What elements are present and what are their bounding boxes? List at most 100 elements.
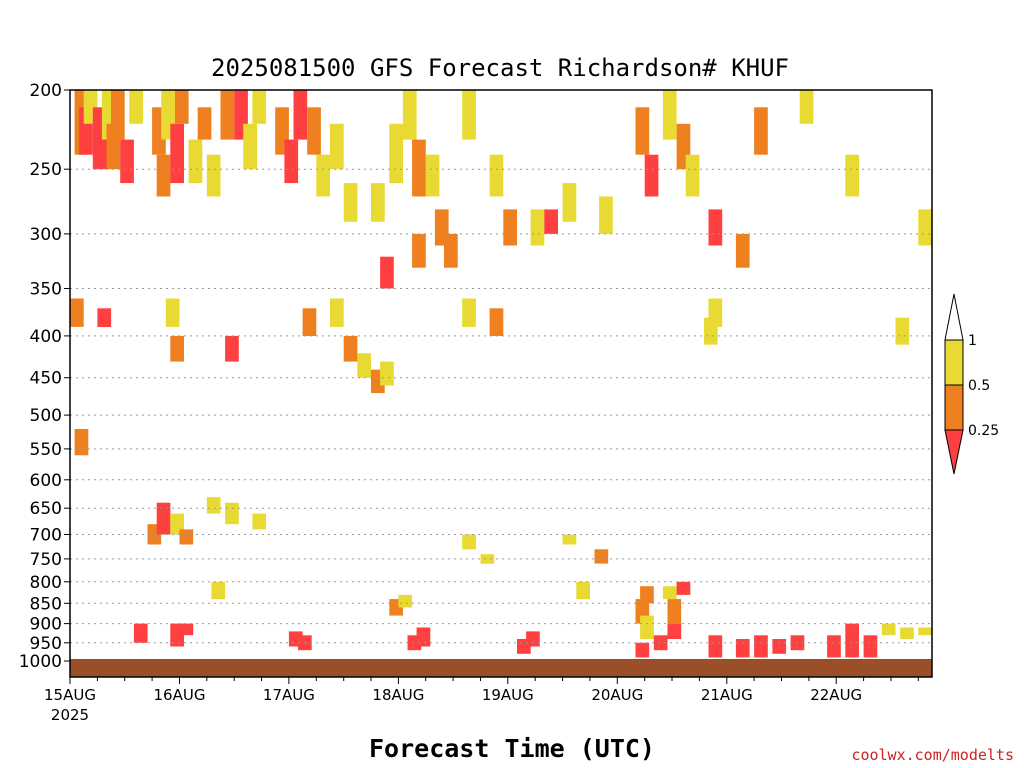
data-cell [594, 549, 609, 564]
data-cell [667, 599, 682, 624]
legend: 1 0.5 0.25 [944, 293, 999, 475]
data-cell [462, 298, 476, 327]
data-cell [735, 639, 750, 658]
data-cell [662, 90, 677, 140]
y-tick-label: 200 [30, 81, 62, 101]
data-cell [845, 623, 859, 658]
y-tick-label: 950 [30, 634, 62, 654]
legend-label-1: 1 [968, 333, 977, 349]
plot-cells [70, 90, 932, 658]
x-tick-label: 18AUG [372, 686, 424, 704]
data-cell [900, 627, 914, 639]
plot-frame [69, 89, 933, 678]
y-tick-label: 450 [30, 369, 62, 389]
data-cell [156, 502, 171, 535]
data-cell [220, 90, 235, 140]
data-cell [156, 154, 171, 197]
ground-band [70, 659, 932, 677]
data-cell [343, 335, 358, 362]
data-cell [188, 139, 203, 184]
data-cell [708, 635, 723, 658]
data-cell [462, 534, 476, 550]
data-cell [863, 635, 878, 658]
data-cell [293, 90, 308, 140]
x-tick-label: 22AUG [810, 686, 862, 704]
data-cell [530, 209, 545, 246]
data-cell [799, 90, 814, 124]
data-cell [170, 513, 184, 535]
legend-swatch-red [944, 429, 964, 475]
data-cell [562, 183, 577, 222]
legend-label-0-5: 0.5 [968, 378, 990, 394]
data-cell [416, 627, 431, 647]
data-cell [754, 635, 768, 658]
data-cell [74, 429, 89, 456]
x-axis-title: Forecast Time (UTC) [369, 734, 655, 763]
data-cell [389, 123, 403, 184]
y-axis: 200 250 300 350 400 450 500 550 600 650 700 750 8008… [19, 81, 70, 672]
y-tick-label: 250 [30, 160, 62, 180]
x-tick-label: 17AUG [263, 686, 315, 704]
data-cell [918, 627, 932, 636]
data-cell [316, 154, 330, 197]
data-cell [111, 90, 125, 140]
data-cell [179, 623, 194, 636]
data-cell [243, 123, 257, 170]
data-cell [225, 502, 239, 525]
data-cell [380, 361, 394, 386]
data-cell [357, 353, 371, 378]
data-cell [165, 298, 180, 327]
y-tick-label: 1000 [19, 652, 62, 672]
data-cell [412, 233, 426, 268]
x-tick-label: 19AUG [482, 686, 534, 704]
chart-title: 2025081500 GFS Forecast Richardson# KHUF [211, 54, 789, 82]
data-cell [398, 594, 413, 608]
data-cell [526, 631, 540, 647]
data-cell [211, 581, 226, 600]
data-cell [562, 534, 577, 545]
data-cell [662, 586, 677, 600]
y-tick-label: 500 [30, 406, 62, 426]
legend-swatch-yellow [944, 339, 964, 386]
y-tick-label: 750 [30, 550, 62, 570]
data-cell [640, 586, 654, 604]
data-cell [635, 642, 650, 658]
data-cell [918, 209, 932, 246]
data-cell [544, 209, 558, 234]
data-cell [70, 298, 84, 327]
x-tick-label: 15AUG [44, 686, 96, 704]
data-cell [129, 90, 143, 124]
data-cell [489, 308, 504, 336]
data-cell [225, 335, 239, 362]
data-cell [644, 154, 659, 197]
x-year-label: 2025 [51, 706, 89, 724]
data-cell [640, 615, 654, 639]
data-cell [685, 154, 700, 197]
data-cell [708, 298, 723, 327]
data-cell [667, 623, 682, 639]
data-cell [895, 317, 910, 345]
data-cell [252, 90, 267, 124]
data-cell [133, 623, 148, 643]
data-cell [343, 183, 358, 222]
data-cell [330, 298, 344, 327]
data-cell [444, 233, 458, 268]
y-tick-label: 350 [30, 280, 62, 300]
y-tick-label: 400 [30, 327, 62, 347]
y-tick-label: 300 [30, 225, 62, 245]
data-cell [206, 154, 221, 197]
y-tick-label: 800 [30, 573, 62, 593]
credit-text: coolwx.com/modelts [851, 746, 1014, 764]
data-cell [425, 154, 440, 197]
legend-swatch-orange [944, 384, 964, 431]
data-cell [676, 581, 691, 595]
x-axis: 15AUG 16AUG 17AUG 18AUG 19AUG 20AUG 21AUG 22AUG [44, 677, 919, 704]
y-tick-label: 650 [30, 499, 62, 519]
data-cell [179, 529, 194, 545]
data-cell [307, 107, 321, 155]
data-cell [402, 90, 417, 140]
x-tick-label: 21AUG [701, 686, 753, 704]
y-tick-label: 550 [30, 440, 62, 460]
data-cell [754, 107, 768, 155]
